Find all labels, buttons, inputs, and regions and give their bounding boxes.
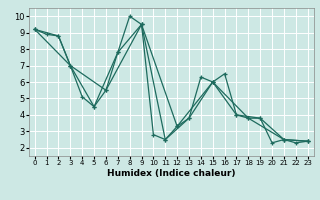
- X-axis label: Humidex (Indice chaleur): Humidex (Indice chaleur): [107, 169, 236, 178]
